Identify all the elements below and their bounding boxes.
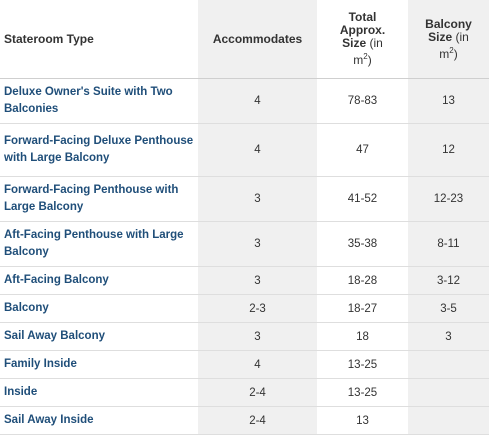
accommodates-cell: 3 — [198, 266, 317, 295]
header-total-size: Total Approx. Size (in m2) — [317, 0, 408, 79]
total-size-cell: 13-25 — [317, 378, 408, 407]
balcony-size-cell — [408, 378, 489, 407]
accommodates-cell: 4 — [198, 123, 317, 177]
stateroom-type-link[interactable]: Aft-Facing Balcony — [0, 266, 198, 295]
stateroom-type-link[interactable]: Inside — [0, 378, 198, 407]
accommodates-cell: 2-4 — [198, 406, 317, 435]
balcony-size-cell: 3-12 — [408, 266, 489, 295]
table-row: Aft-Facing Balcony 3 18-28 3-12 — [0, 266, 489, 295]
table-row: Inside 2-4 13-25 — [0, 378, 489, 407]
table-row: Deluxe Owner's Suite with Two Balconies … — [0, 78, 489, 124]
stateroom-type-link[interactable]: Aft-Facing Penthouse with Large Balcony — [0, 221, 198, 267]
table-row: Forward-Facing Deluxe Penthouse with Lar… — [0, 123, 489, 177]
stateroom-type-link[interactable]: Sail Away Inside — [0, 406, 198, 435]
total-size-cell: 13 — [317, 406, 408, 435]
total-size-cell: 35-38 — [317, 221, 408, 267]
balcony-size-cell — [408, 406, 489, 435]
accommodates-cell: 2-3 — [198, 294, 317, 323]
balcony-size-cell: 12-23 — [408, 176, 489, 222]
header-balcony-size: Balcony Size (in m2) — [408, 0, 489, 79]
table-row: Family Inside 4 13-25 — [0, 350, 489, 379]
total-size-cell: 13-25 — [317, 350, 408, 379]
accommodates-cell: 3 — [198, 221, 317, 267]
table-row: Sail Away Balcony 3 18 3 — [0, 322, 489, 351]
stateroom-type-link[interactable]: Sail Away Balcony — [0, 322, 198, 351]
stateroom-type-link[interactable]: Family Inside — [0, 350, 198, 379]
balcony-size-cell: 3-5 — [408, 294, 489, 323]
accommodates-cell: 4 — [198, 350, 317, 379]
balcony-size-cell — [408, 350, 489, 379]
balcony-size-cell: 8-11 — [408, 221, 489, 267]
total-size-cell: 47 — [317, 123, 408, 177]
stateroom-type-link[interactable]: Balcony — [0, 294, 198, 323]
stateroom-type-link[interactable]: Deluxe Owner's Suite with Two Balconies — [0, 78, 198, 124]
total-size-cell: 78-83 — [317, 78, 408, 124]
balcony-size-cell: 13 — [408, 78, 489, 124]
table-row: Balcony 2-3 18-27 3-5 — [0, 294, 489, 323]
accommodates-cell: 4 — [198, 78, 317, 124]
stateroom-type-link[interactable]: Forward-Facing Penthouse with Large Balc… — [0, 176, 198, 222]
total-size-cell: 18-28 — [317, 266, 408, 295]
balcony-size-cell: 3 — [408, 322, 489, 351]
accommodates-cell: 2-4 — [198, 378, 317, 407]
header-row: Stateroom Type Accommodates Total Approx… — [0, 0, 489, 79]
accommodates-cell: 3 — [198, 176, 317, 222]
table-row: Aft-Facing Penthouse with Large Balcony … — [0, 221, 489, 267]
header-accommodates: Accommodates — [198, 0, 317, 79]
stateroom-type-link[interactable]: Forward-Facing Deluxe Penthouse with Lar… — [0, 123, 198, 177]
total-size-cell: 41-52 — [317, 176, 408, 222]
total-size-cell: 18-27 — [317, 294, 408, 323]
accommodates-cell: 3 — [198, 322, 317, 351]
header-stateroom-type: Stateroom Type — [0, 0, 198, 79]
table-row: Sail Away Inside 2-4 13 — [0, 406, 489, 435]
table-row: Forward-Facing Penthouse with Large Balc… — [0, 176, 489, 222]
total-size-cell: 18 — [317, 322, 408, 351]
balcony-size-cell: 12 — [408, 123, 489, 177]
stateroom-table: Stateroom Type Accommodates Total Approx… — [0, 0, 489, 435]
